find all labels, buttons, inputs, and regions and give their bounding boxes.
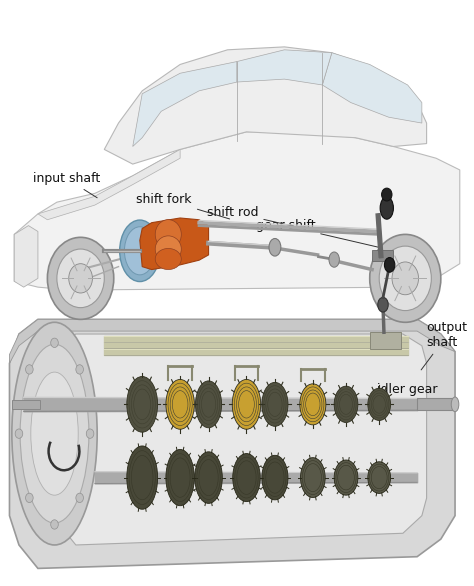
Ellipse shape <box>166 449 194 506</box>
Polygon shape <box>47 334 427 545</box>
Ellipse shape <box>378 298 388 312</box>
Circle shape <box>69 264 92 293</box>
Bar <box>376 214 383 258</box>
Ellipse shape <box>368 388 391 421</box>
Ellipse shape <box>380 197 393 219</box>
Bar <box>417 398 455 410</box>
Ellipse shape <box>368 462 391 493</box>
Bar <box>12 400 40 409</box>
Ellipse shape <box>195 381 221 428</box>
Ellipse shape <box>155 248 181 270</box>
Text: input shaft: input shaft <box>33 172 100 197</box>
Polygon shape <box>133 62 237 146</box>
Ellipse shape <box>334 386 358 423</box>
Polygon shape <box>322 53 422 123</box>
Ellipse shape <box>195 452 222 503</box>
Ellipse shape <box>232 380 261 429</box>
Polygon shape <box>14 132 460 290</box>
Bar <box>370 332 401 349</box>
Ellipse shape <box>155 236 181 263</box>
Circle shape <box>392 262 419 295</box>
Bar <box>0 311 474 586</box>
Text: shift rod: shift rod <box>207 206 305 229</box>
Ellipse shape <box>233 454 260 502</box>
Ellipse shape <box>124 227 155 275</box>
Circle shape <box>76 364 83 374</box>
Circle shape <box>26 493 33 503</box>
Ellipse shape <box>119 220 160 282</box>
Ellipse shape <box>155 220 181 249</box>
Ellipse shape <box>31 372 78 495</box>
Polygon shape <box>237 50 332 85</box>
Ellipse shape <box>127 446 157 509</box>
Text: idler gear: idler gear <box>341 383 438 415</box>
Polygon shape <box>9 319 455 568</box>
Ellipse shape <box>301 458 325 498</box>
Polygon shape <box>140 218 209 270</box>
Circle shape <box>15 429 23 438</box>
Ellipse shape <box>166 380 194 429</box>
Circle shape <box>86 429 94 438</box>
Circle shape <box>76 493 83 503</box>
Polygon shape <box>14 226 38 287</box>
Circle shape <box>370 234 441 322</box>
Polygon shape <box>38 149 180 220</box>
Ellipse shape <box>12 322 97 545</box>
Circle shape <box>379 246 431 311</box>
Text: gear shift: gear shift <box>255 219 383 248</box>
Circle shape <box>51 338 58 347</box>
Circle shape <box>26 364 33 374</box>
Circle shape <box>51 520 58 529</box>
Bar <box>0 0 474 311</box>
Ellipse shape <box>269 239 281 256</box>
Ellipse shape <box>20 344 89 523</box>
Circle shape <box>57 249 104 308</box>
Ellipse shape <box>329 252 339 267</box>
Ellipse shape <box>262 383 288 427</box>
Ellipse shape <box>262 455 288 500</box>
Bar <box>372 250 393 261</box>
Polygon shape <box>9 319 455 363</box>
Circle shape <box>47 237 114 319</box>
Ellipse shape <box>127 377 157 432</box>
Ellipse shape <box>334 460 358 495</box>
Polygon shape <box>104 47 427 164</box>
Ellipse shape <box>451 397 459 411</box>
Ellipse shape <box>384 257 395 272</box>
Ellipse shape <box>382 188 392 201</box>
Text: output
shaft: output shaft <box>421 321 467 370</box>
Ellipse shape <box>300 384 326 425</box>
Text: shift fork: shift fork <box>137 193 229 219</box>
